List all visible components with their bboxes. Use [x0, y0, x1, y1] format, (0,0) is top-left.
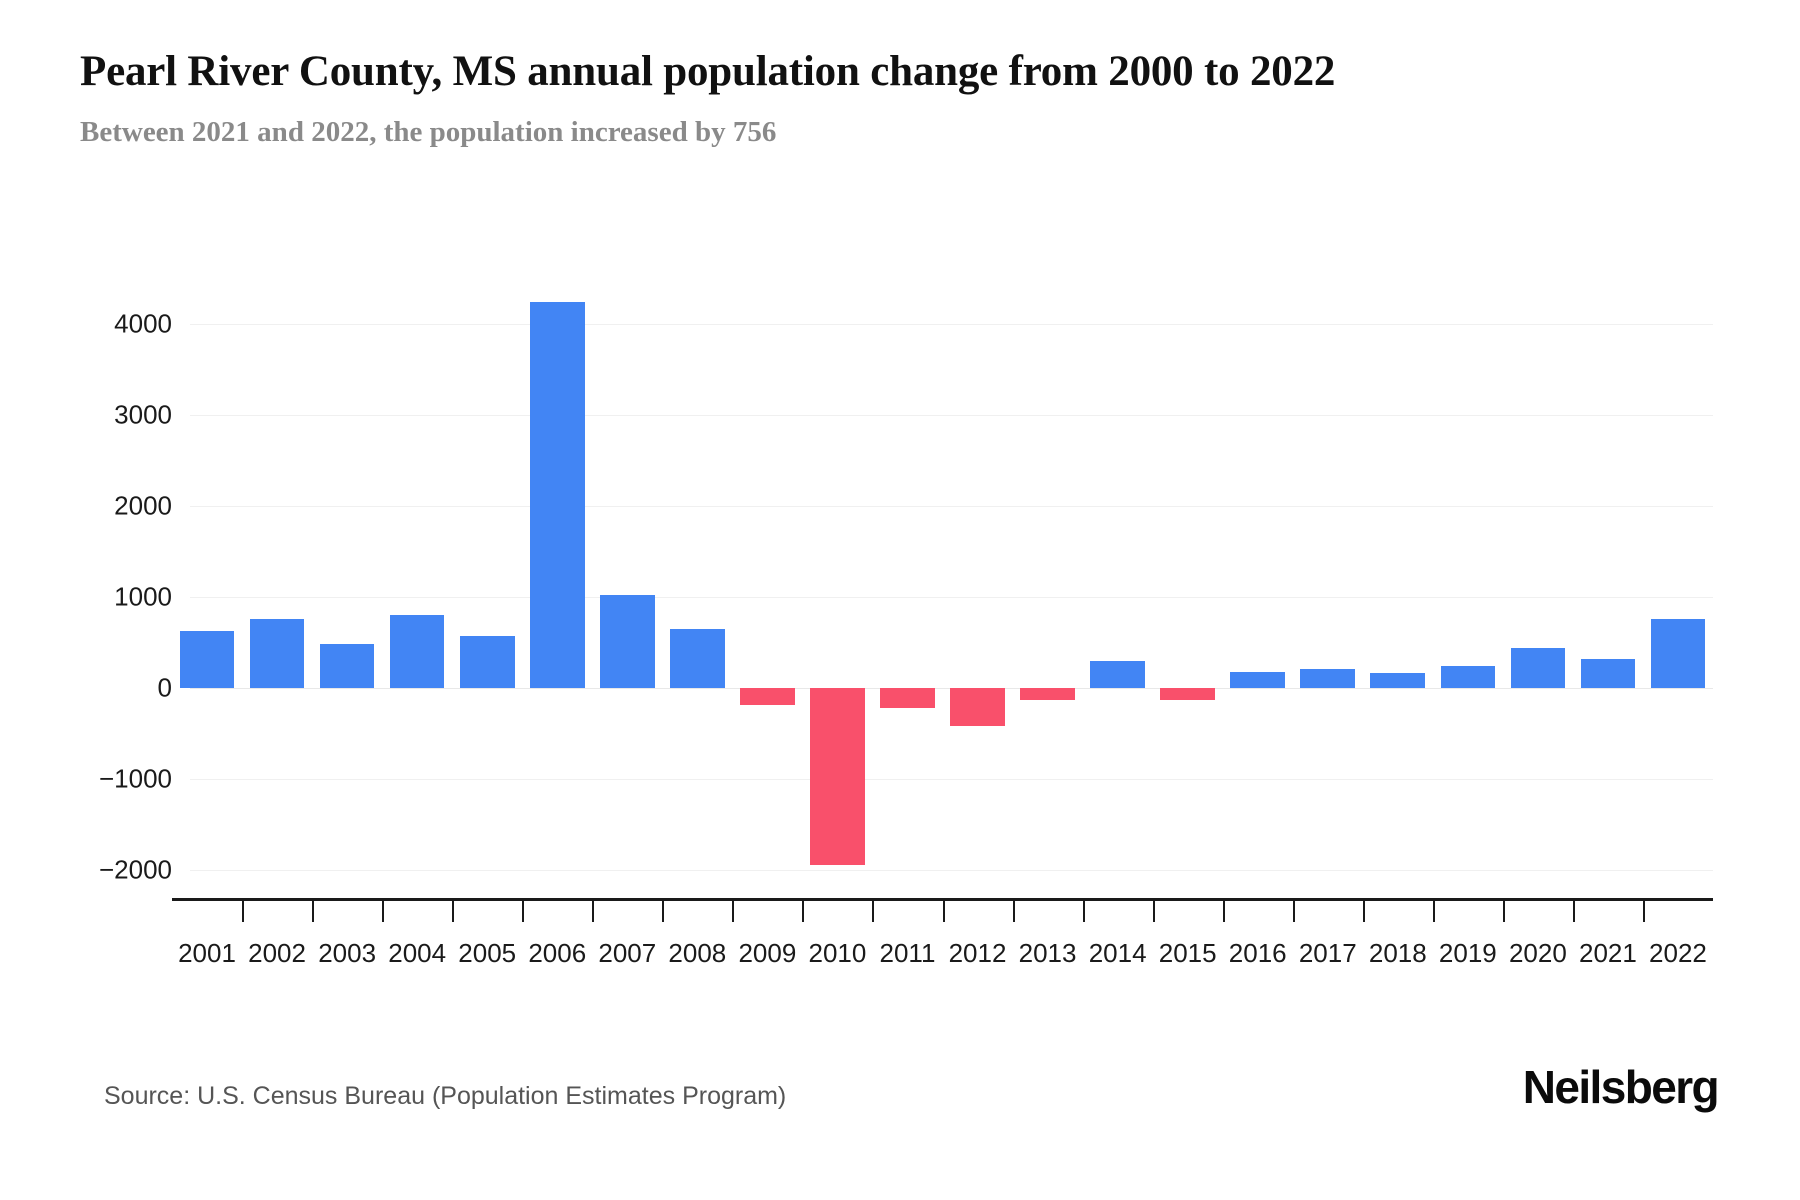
gridline: [190, 506, 1713, 507]
y-axis-tick-label: −1000: [98, 763, 172, 794]
chart-header: Pearl River County, MS annual population…: [80, 48, 1720, 150]
x-axis-tick: [1572, 901, 1575, 922]
bar-2019[interactable]: [1440, 665, 1496, 688]
x-axis-tick-label-2004: 2004: [388, 938, 447, 968]
x-axis-tick: [382, 901, 385, 922]
x-axis-tick-label-2016: 2016: [1228, 938, 1287, 968]
bar-2008[interactable]: [670, 629, 725, 688]
x-axis-tick: [522, 901, 525, 922]
x-axis-tick-label-2010: 2010: [808, 938, 867, 968]
x-axis-tick: [452, 901, 455, 922]
bar-2020[interactable]: [1510, 647, 1566, 688]
x-axis-tick: [1082, 901, 1085, 922]
x-axis-tick-label-2002: 2002: [248, 938, 306, 968]
bar-2014[interactable]: [1090, 660, 1145, 688]
x-axis-tick: [1292, 901, 1295, 922]
x-axis-tick-label-2018: 2018: [1368, 938, 1427, 968]
bar-2002[interactable]: [249, 619, 305, 688]
x-axis-tick: [942, 901, 945, 922]
bar-2021[interactable]: [1580, 658, 1636, 688]
x-axis-tick: [1642, 901, 1645, 922]
x-axis-tick: [1432, 901, 1435, 922]
x-axis-tick-label-2017: 2017: [1298, 938, 1357, 968]
gridline: [190, 597, 1713, 598]
x-axis-tick-label-2014: 2014: [1088, 938, 1147, 968]
x-axis-tick-label-2009: 2009: [738, 938, 797, 968]
x-axis-tick: [1012, 901, 1015, 922]
bar-2016[interactable]: [1230, 671, 1285, 688]
x-axis-tick: [312, 901, 315, 922]
bar-2018[interactable]: [1370, 672, 1426, 688]
x-axis-tick-label-2005: 2005: [458, 938, 517, 968]
x-axis-tick-label-2019: 2019: [1438, 938, 1497, 968]
x-axis-tick: [242, 901, 245, 922]
gridline: [190, 870, 1713, 871]
x-axis-tick-label-2020: 2020: [1508, 938, 1567, 968]
bar-2007[interactable]: [599, 594, 655, 688]
x-axis-tick-label-2006: 2006: [528, 938, 587, 968]
x-axis-tick-label-2015: 2015: [1158, 938, 1217, 968]
x-axis-tick-label-2013: 2013: [1018, 938, 1077, 968]
x-axis-tick: [732, 901, 735, 922]
bar-2015[interactable]: [1160, 688, 1215, 700]
bar-2022[interactable]: [1650, 619, 1706, 688]
source-note: Source: U.S. Census Bureau (Population E…: [104, 1082, 787, 1110]
bar-2010[interactable]: [810, 688, 865, 865]
x-axis-tick: [802, 901, 805, 922]
x-axis-line: [172, 898, 1713, 901]
y-axis-tick-label: 4000: [114, 308, 172, 339]
bar-2003[interactable]: [319, 644, 375, 688]
x-axis-tick: [1222, 901, 1225, 922]
brand-logo: Neilsberg: [1522, 1061, 1720, 1113]
y-axis-tick-label: 3000: [114, 399, 172, 430]
page-title: Pearl River County, MS annual population…: [80, 48, 1336, 95]
chart-subtitle: Between 2021 and 2022, the population in…: [80, 116, 777, 149]
gridline: [190, 324, 1713, 325]
gridline: [190, 415, 1713, 416]
x-axis-tick: [1152, 901, 1155, 922]
x-axis-tick: [1362, 901, 1365, 922]
x-axis-tick-label-2008: 2008: [668, 938, 727, 968]
x-axis-tick: [592, 901, 595, 922]
y-axis-tick-label: −2000: [98, 854, 172, 885]
bar-2012[interactable]: [950, 688, 1005, 727]
bar-2013[interactable]: [1020, 688, 1075, 700]
x-axis-tick: [872, 901, 875, 922]
bar-2005[interactable]: [459, 636, 515, 688]
bar-2004[interactable]: [389, 615, 445, 688]
bar-2001[interactable]: [179, 631, 235, 688]
bar-2017[interactable]: [1300, 668, 1356, 688]
x-axis-tick-label-2007: 2007: [598, 938, 657, 968]
x-axis-tick-label-2001: 2001: [178, 938, 236, 968]
x-axis-tick-label-2003: 2003: [318, 938, 377, 968]
gridline: [190, 779, 1713, 780]
x-axis-tick: [662, 901, 665, 922]
x-axis-tick-label-2012: 2012: [948, 938, 1007, 968]
bar-2011[interactable]: [880, 688, 935, 709]
bar-2009[interactable]: [740, 688, 795, 706]
y-axis-tick-label: 1000: [114, 581, 172, 612]
bar-2006[interactable]: [529, 301, 585, 688]
y-axis-tick-label: 0: [157, 672, 172, 703]
y-axis-tick-label: 2000: [114, 490, 172, 521]
x-axis-tick: [1502, 901, 1505, 922]
x-axis-tick-label-2022: 2022: [1649, 938, 1707, 968]
x-axis-tick-label-2021: 2021: [1579, 938, 1637, 968]
x-axis-tick-label-2011: 2011: [879, 938, 936, 968]
